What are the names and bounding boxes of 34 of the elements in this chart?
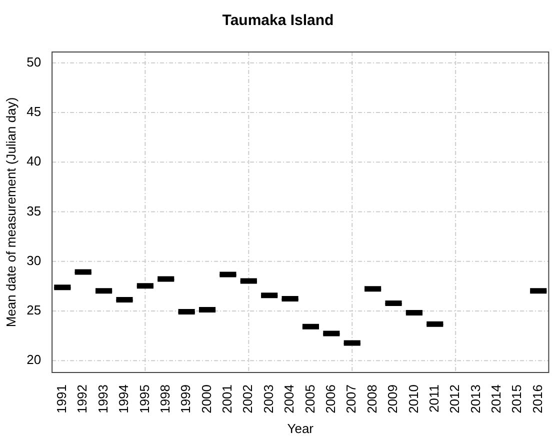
y-tick-label: 35 [26,203,42,218]
x-tick-label: 2007 [344,384,359,414]
x-tick-label: 2012 [447,384,462,414]
x-tick-label: 2015 [509,384,524,414]
x-tick-label: 1994 [116,384,132,414]
y-axis-title: Mean date of measurement (Julian day) [3,97,18,328]
x-tick-label: 1995 [136,384,152,414]
x-tick-label: 2001 [220,384,235,414]
x-tick-label: 2002 [240,384,256,414]
x-tick-label: 1991 [54,384,69,414]
x-tick-label: 2005 [302,384,318,414]
x-tick-label: 2013 [468,384,483,414]
y-tick-label: 50 [26,54,42,70]
x-axis-title: Year [287,420,314,436]
x-tick-label: 2016 [530,384,545,414]
x-tick-label: 1993 [95,384,110,414]
y-tick-label: 20 [26,352,42,368]
x-tick-label: 2009 [385,384,400,414]
x-tick-label: 1999 [178,384,194,414]
x-tick-label: 2000 [198,384,214,414]
chart-title: Taumaka Island [222,12,334,30]
x-tick-label: 1998 [157,384,172,414]
x-tick-label: 2004 [282,384,297,414]
x-tick-label: 2008 [364,384,380,414]
y-tick-label: 30 [26,252,42,268]
y-tick-label: 40 [26,154,42,169]
y-tick-label: 45 [26,104,42,120]
y-tick-label: 25 [26,302,42,318]
x-tick-label: 2014 [488,384,504,414]
x-tick-label: 2010 [406,384,421,414]
x-tick-label: 2006 [323,384,338,414]
x-tick-label: 2003 [260,384,276,414]
x-tick-label: 2011 [426,384,442,412]
x-tick-label: 1992 [74,384,90,414]
